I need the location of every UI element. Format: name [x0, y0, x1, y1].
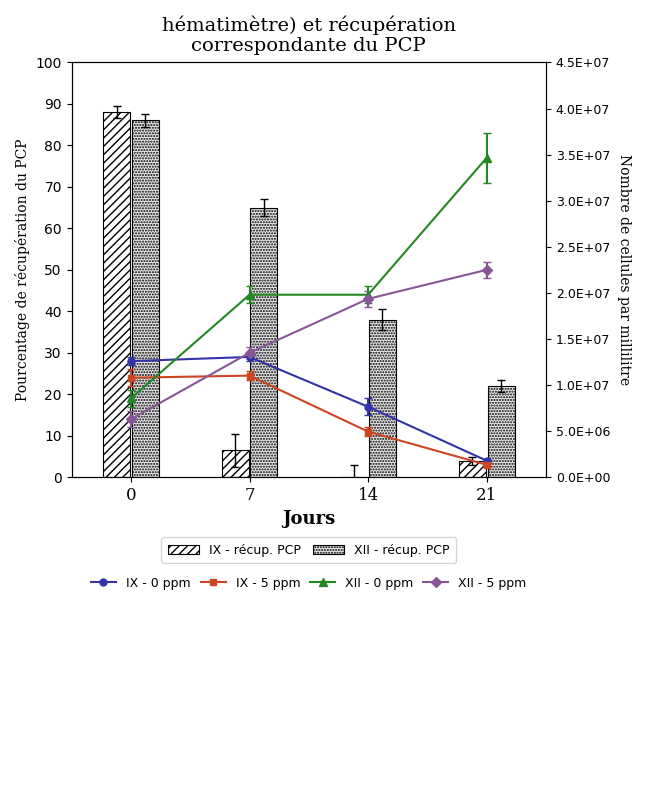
Legend: IX - 0 ppm, IX - 5 ppm, XII - 0 ppm, XII - 5 ppm: IX - 0 ppm, IX - 5 ppm, XII - 0 ppm, XII…: [85, 571, 533, 596]
Bar: [488, 386, 515, 478]
X-axis label: Jours: Jours: [282, 509, 335, 528]
Bar: [369, 320, 396, 478]
Bar: [103, 112, 130, 478]
Bar: [132, 120, 159, 478]
Y-axis label: Nombre de cellules par millilitre: Nombre de cellules par millilitre: [617, 154, 631, 385]
Bar: [251, 208, 278, 478]
Y-axis label: Pourcentage de récupération du PCP: Pourcentage de récupération du PCP: [15, 139, 30, 401]
Bar: [459, 461, 486, 478]
Title: hématimètre) et récupération
correspondante du PCP: hématimètre) et récupération corresponda…: [162, 15, 456, 55]
Bar: [222, 451, 249, 478]
